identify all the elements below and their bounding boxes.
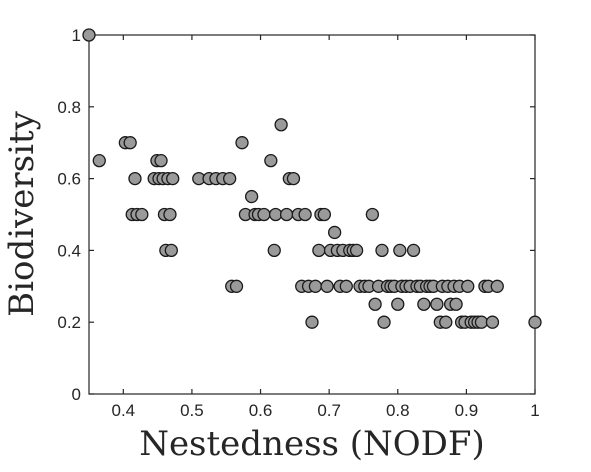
data-point [406, 243, 421, 258]
data-point [393, 243, 407, 258]
data-point [474, 315, 489, 329]
data-point [327, 225, 342, 240]
x-tick-label: 0.8 [386, 401, 410, 420]
data-point [267, 243, 281, 258]
data-point [528, 315, 542, 329]
data-point [154, 153, 168, 168]
data-point [229, 279, 244, 293]
y-tick-label: 1 [72, 26, 81, 45]
data-point [164, 243, 178, 258]
data-point [286, 171, 301, 186]
x-tick-label: 0.5 [180, 401, 204, 420]
data-point [264, 153, 278, 168]
y-tick-label: 0.2 [57, 313, 81, 332]
data-point [317, 207, 332, 222]
y-tick-label: 0.8 [57, 98, 81, 117]
data-point [223, 171, 237, 186]
y-tick-label: 0.6 [57, 170, 81, 189]
data-point [244, 189, 259, 204]
x-tick-label: 0.4 [111, 401, 135, 420]
data-point [349, 243, 364, 258]
data-point [82, 28, 96, 42]
data-point [461, 279, 475, 293]
data-point [391, 297, 405, 311]
y-axis-label: Biodiversity [2, 110, 42, 317]
data-points [82, 28, 542, 329]
x-axis-label: Nestedness (NODF) [139, 424, 485, 464]
data-point [274, 118, 288, 132]
data-point [490, 279, 504, 293]
x-tick-label: 0.9 [455, 401, 479, 420]
data-point [365, 207, 380, 222]
data-point [123, 136, 137, 150]
data-point [163, 207, 177, 222]
data-point [166, 171, 180, 186]
data-point [268, 207, 283, 222]
plot-frame [88, 34, 536, 395]
data-point [298, 207, 312, 222]
axes: 0.4 0.5 0.6 0.7 0.8 0.9 1 0 0.2 0.4 0.6 0.8 1 [57, 26, 539, 420]
y-tick-label: 0 [72, 385, 81, 404]
data-point [368, 297, 382, 311]
data-point [308, 279, 323, 293]
data-point [485, 315, 500, 329]
data-point [305, 315, 319, 329]
x-tick-label: 0.7 [317, 401, 341, 420]
x-tick-label: 0.6 [249, 401, 273, 420]
data-point [135, 207, 149, 222]
x-tick-label: 1 [530, 401, 539, 420]
data-point [377, 315, 391, 329]
data-point [320, 279, 334, 293]
data-point [430, 297, 444, 311]
data-point [339, 279, 353, 293]
data-point [439, 315, 453, 329]
data-point [235, 136, 249, 150]
y-tick-label: 0.4 [57, 241, 81, 260]
data-point [92, 153, 106, 168]
data-point [279, 207, 294, 222]
data-point [257, 207, 271, 222]
data-point [375, 243, 389, 258]
data-point [128, 171, 142, 186]
data-point [417, 297, 431, 311]
data-point [312, 243, 326, 258]
data-point [449, 297, 463, 311]
